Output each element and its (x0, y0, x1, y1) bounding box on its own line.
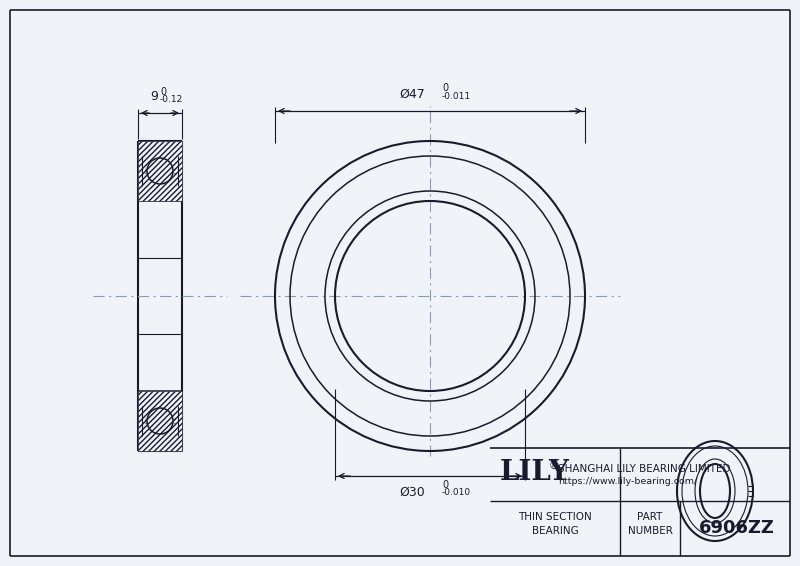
Text: PART
NUMBER: PART NUMBER (627, 512, 673, 537)
Text: Ø30: Ø30 (399, 486, 425, 499)
Bar (138, 141, 182, 201)
Text: -0.12: -0.12 (160, 95, 183, 104)
Text: -0.010: -0.010 (442, 488, 471, 497)
Text: 6906ZZ: 6906ZZ (699, 519, 775, 537)
Text: 0: 0 (442, 83, 448, 93)
Text: THIN SECTION
BEARING: THIN SECTION BEARING (518, 512, 592, 537)
Text: https://www.lily-bearing.com/: https://www.lily-bearing.com/ (558, 478, 698, 487)
Text: ®: ® (549, 461, 558, 471)
Text: 0: 0 (442, 480, 448, 490)
Text: SHANGHAI LILY BEARING LIMITED: SHANGHAI LILY BEARING LIMITED (558, 464, 730, 474)
Bar (138, 391, 182, 451)
Text: LILY: LILY (500, 460, 570, 487)
Text: 9: 9 (150, 90, 158, 103)
Text: Ø47: Ø47 (399, 88, 425, 101)
Text: 0: 0 (160, 87, 166, 97)
Text: -0.011: -0.011 (442, 92, 471, 101)
